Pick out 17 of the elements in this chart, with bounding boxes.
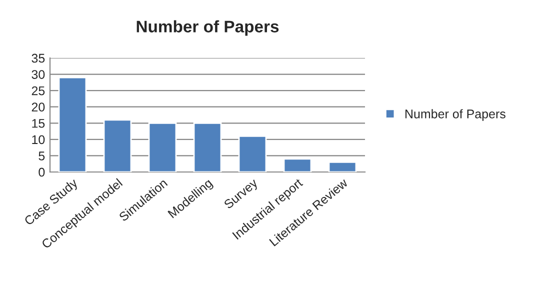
chart-title: Number of Papers — [136, 20, 279, 36]
bar — [103, 119, 132, 172]
legend-label: Number of Papers — [405, 109, 506, 121]
bar — [283, 158, 312, 172]
bar — [193, 122, 222, 172]
y-tick-label: 30 — [32, 70, 45, 79]
bar — [328, 162, 357, 172]
y-tick-label: 5 — [38, 152, 45, 160]
bar — [148, 122, 177, 172]
y-tick-label: 35 — [32, 54, 45, 63]
y-tick-label: 0 — [38, 168, 45, 177]
bar — [58, 76, 87, 172]
y-tick-label: 15 — [32, 119, 45, 128]
y-tick-label: 10 — [32, 135, 45, 144]
y-tick-label: 25 — [32, 86, 45, 96]
bar — [238, 135, 267, 172]
y-tick-label: 20 — [32, 102, 45, 112]
